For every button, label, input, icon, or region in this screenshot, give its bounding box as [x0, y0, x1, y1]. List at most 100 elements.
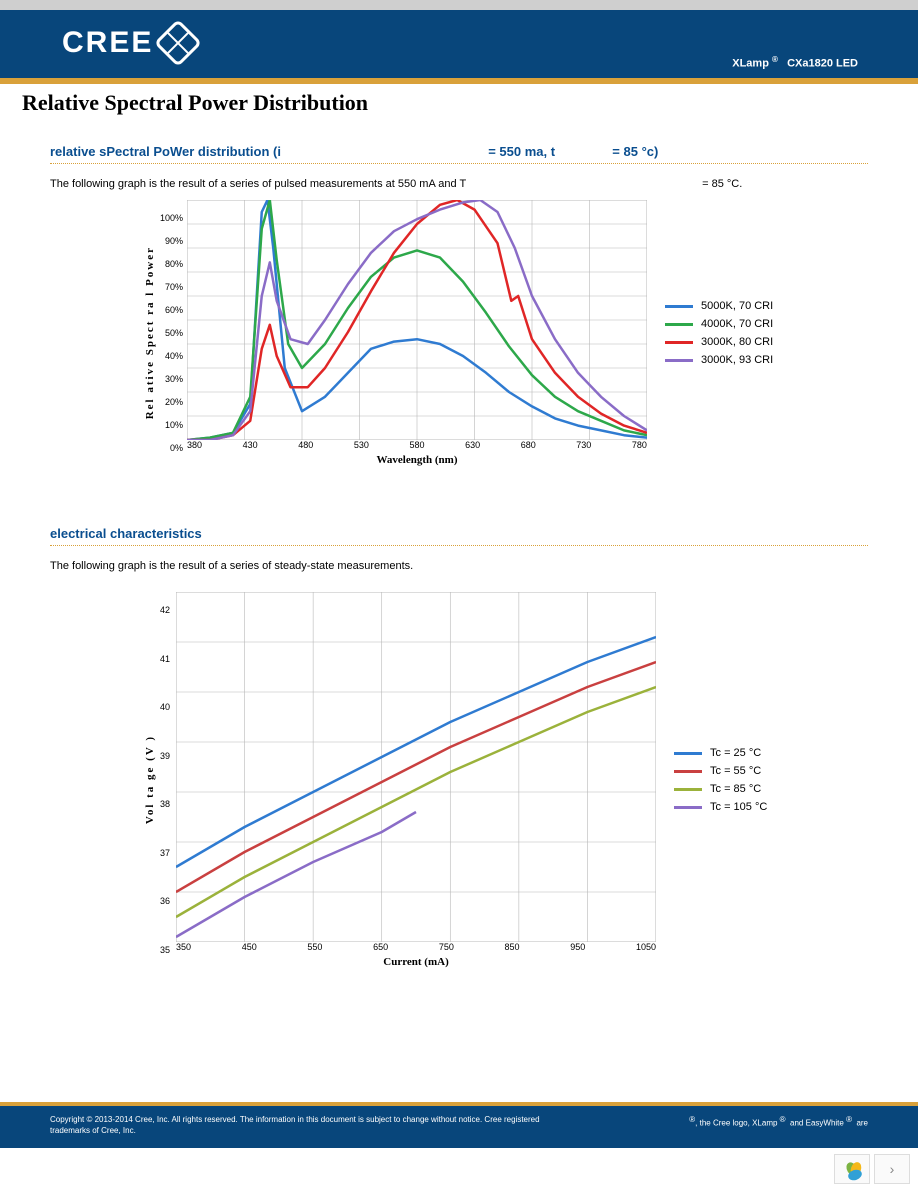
legend-label: Tc = 105 °C	[710, 801, 767, 813]
spectral-plot-area: 380 430 480 530 580 630 680 730 780 Wavelength (…	[187, 200, 647, 466]
xtick-label: 630	[465, 440, 480, 450]
ytick-label: 39	[160, 751, 170, 761]
ytick-label: 41	[160, 654, 170, 664]
spectral-yticks: 100%90%80%70%60%50%40%30%20%10%0%	[160, 213, 187, 453]
legend-label: Tc = 85 °C	[710, 783, 761, 795]
footer-r1: , the Cree logo, XLamp	[695, 1119, 777, 1128]
legend-item: 4000K, 70 CRI	[665, 318, 773, 330]
ytick-label: 80%	[160, 259, 183, 269]
legend-swatch	[674, 752, 702, 755]
spectral-xticks: 380 430 480 530 580 630 680 730 780	[187, 440, 647, 450]
section1-title-2: = 550 ma, t	[488, 144, 555, 159]
legend-swatch	[674, 770, 702, 773]
legend-swatch	[674, 788, 702, 791]
section1-title-1: relative sPectral PoWer distribution (i	[50, 144, 281, 159]
legend-label: 4000K, 70 CRI	[701, 318, 773, 330]
xtick-label: 650	[373, 942, 388, 952]
section2-title: electrical characteristics	[50, 526, 868, 546]
legend-swatch	[665, 359, 693, 362]
page-title: Relative Spectral Power Distribution	[22, 90, 918, 116]
legend-swatch	[665, 323, 693, 326]
footer-r2: and EasyWhite	[790, 1119, 844, 1128]
legend-item: 5000K, 70 CRI	[665, 300, 773, 312]
legend-label: 3000K, 93 CRI	[701, 354, 773, 366]
spectral-ylabel: Rel ative Spect ra l Power	[140, 246, 160, 419]
ytick-label: 37	[160, 848, 170, 858]
legend-label: Tc = 25 °C	[710, 747, 761, 759]
product-right: CXa1820 LED	[787, 58, 858, 70]
legend-item: Tc = 85 °C	[674, 783, 767, 795]
ytick-label: 36	[160, 896, 170, 906]
footer-r3: are	[856, 1119, 868, 1128]
ytick-label: 20%	[160, 397, 183, 407]
legend-label: 5000K, 70 CRI	[701, 300, 773, 312]
xtick-label: 950	[570, 942, 585, 952]
xtick-label: 480	[298, 440, 313, 450]
footer-left: Copyright © 2013-2014 Cree, Inc. All rig…	[50, 1114, 570, 1136]
xtick-label: 530	[354, 440, 369, 450]
header-band: CREE XLamp ® CXa1820 LED	[0, 0, 918, 78]
section1-title-3: = 85 °c)	[612, 144, 658, 159]
bottom-icons: ›	[834, 1154, 910, 1184]
reg-icon: ®	[772, 55, 778, 64]
electrical-svg	[176, 592, 656, 942]
section1-desc: The following graph is the result of a s…	[50, 178, 868, 190]
ytick-label: 10%	[160, 420, 183, 430]
section2-desc: The following graph is the result of a s…	[50, 560, 868, 572]
xtick-label: 550	[307, 942, 322, 952]
electrical-ylabel: Vol ta ge (V )	[140, 735, 160, 824]
xtick-label: 450	[242, 942, 257, 952]
logo-text: CREE	[62, 26, 153, 60]
ytick-label: 35	[160, 945, 170, 955]
section1-desc-2: = 85 °C.	[702, 178, 742, 190]
ytick-label: 30%	[160, 374, 183, 384]
section1-desc-1: The following graph is the result of a s…	[50, 178, 466, 190]
footer-right: ®, the Cree logo, XLamp ® and EasyWhite …	[689, 1114, 868, 1129]
xtick-label: 730	[576, 440, 591, 450]
footer-band: Copyright © 2013-2014 Cree, Inc. All rig…	[0, 1102, 918, 1148]
ytick-label: 40	[160, 702, 170, 712]
product-left: XLamp	[732, 58, 769, 70]
legend-item: 3000K, 93 CRI	[665, 354, 773, 366]
ytick-label: 70%	[160, 282, 183, 292]
xtick-label: 780	[632, 440, 647, 450]
ytick-label: 38	[160, 799, 170, 809]
spectral-svg	[187, 200, 647, 440]
xtick-label: 850	[505, 942, 520, 952]
ytick-label: 90%	[160, 236, 183, 246]
legend-item: Tc = 55 °C	[674, 765, 767, 777]
logo: CREE	[62, 26, 195, 60]
accent-bar	[0, 78, 918, 84]
chevron-right-icon[interactable]: ›	[874, 1154, 910, 1184]
ytick-label: 50%	[160, 328, 183, 338]
xtick-label: 430	[243, 440, 258, 450]
legend-label: Tc = 55 °C	[710, 765, 761, 777]
content: relative sPectral PoWer distribution (i …	[0, 144, 918, 968]
xtick-label: 350	[176, 942, 191, 952]
legend-item: Tc = 105 °C	[674, 801, 767, 813]
electrical-legend: Tc = 25 °C Tc = 55 °C Tc = 85 °C Tc = 105 °…	[674, 741, 767, 819]
electrical-xticks: 350 450 550 650 750 850 950 1050	[176, 942, 656, 952]
xtick-label: 380	[187, 440, 202, 450]
legend-swatch	[674, 806, 702, 809]
legend-item: 3000K, 80 CRI	[665, 336, 773, 348]
legend-swatch	[665, 305, 693, 308]
header-product: XLamp ® CXa1820 LED	[732, 55, 858, 70]
electrical-xlabel: Current (mA)	[176, 956, 656, 968]
spectral-legend: 5000K, 70 CRI 4000K, 70 CRI 3000K, 80 CRI 3…	[665, 294, 773, 372]
xtick-label: 750	[439, 942, 454, 952]
spectral-xlabel: Wavelength (nm)	[187, 454, 647, 466]
section1-title: relative sPectral PoWer distribution (i …	[50, 144, 868, 164]
xtick-label: 680	[521, 440, 536, 450]
xtick-label: 580	[409, 440, 424, 450]
logo-mark-icon	[154, 19, 202, 67]
ytick-label: 40%	[160, 351, 183, 361]
xtick-label: 1050	[636, 942, 656, 952]
electrical-chart-wrap: Vol ta ge (V ) 42 41 40 39 38 37 36 35 350 450 55…	[140, 592, 868, 968]
ytick-label: 42	[160, 605, 170, 615]
legend-item: Tc = 25 °C	[674, 747, 767, 759]
flower-icon[interactable]	[834, 1154, 870, 1184]
electrical-plot-area: 350 450 550 650 750 850 950 1050 Current (mA)	[176, 592, 656, 968]
spectral-chart-wrap: Rel ative Spect ra l Power 100%90%80%70%…	[140, 200, 868, 466]
electrical-yticks: 42 41 40 39 38 37 36 35	[160, 605, 176, 955]
